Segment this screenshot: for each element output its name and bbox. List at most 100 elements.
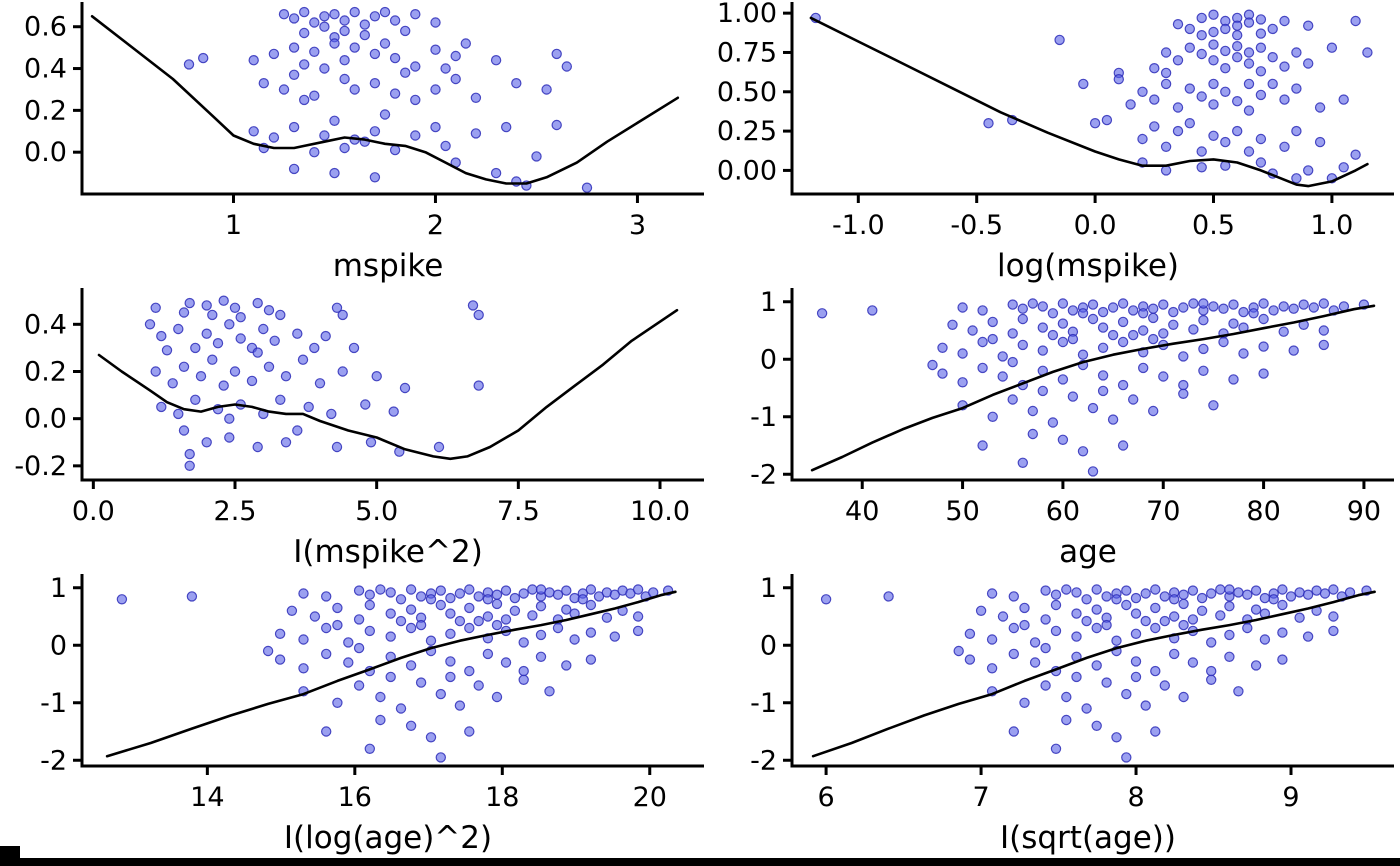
data-point xyxy=(937,368,948,379)
data-point xyxy=(1232,95,1243,107)
panel-age: 40 50 60 70 80 90 -2 -1 0 1 age xyxy=(710,286,1400,572)
data-point xyxy=(1150,726,1161,737)
data-point xyxy=(490,167,502,179)
data-point xyxy=(1081,615,1092,627)
data-point xyxy=(997,611,1009,622)
x-tick-label: 1 xyxy=(225,210,242,241)
data-point xyxy=(1196,12,1207,24)
data-point xyxy=(1208,55,1219,66)
data-point xyxy=(1318,325,1330,336)
y-tick-label: 1 xyxy=(50,573,67,604)
data-point xyxy=(1302,589,1314,600)
data-point xyxy=(1077,446,1089,457)
data-point xyxy=(1255,157,1267,168)
y-tick-label: -2 xyxy=(40,745,67,776)
data-point xyxy=(184,297,195,309)
data-point xyxy=(1091,584,1102,595)
data-point xyxy=(1258,368,1269,379)
data-point xyxy=(1149,62,1160,74)
data-point xyxy=(1279,141,1290,152)
data-point xyxy=(957,377,968,388)
data-point xyxy=(329,9,340,20)
data-point xyxy=(1037,385,1048,397)
data-point xyxy=(1130,592,1142,604)
data-point xyxy=(544,587,555,598)
data-point xyxy=(1061,691,1072,703)
data-point xyxy=(1350,149,1361,160)
data-point xyxy=(385,587,396,598)
data-point xyxy=(410,130,421,141)
panel-log-mspike: -1.0 -0.5 0.0 0.5 1.0 0.00 0.25 0.50 0.75 1.00 log… xyxy=(710,0,1400,286)
smooth-curve xyxy=(97,308,679,461)
data-point xyxy=(207,354,218,365)
data-point xyxy=(561,660,572,671)
data-point xyxy=(1078,78,1089,90)
data-point xyxy=(1255,42,1267,53)
data-point xyxy=(339,15,350,26)
data-point xyxy=(1278,301,1289,312)
data-point xyxy=(953,645,964,657)
data-point xyxy=(1057,434,1069,445)
data-point xyxy=(1158,371,1169,382)
data-point xyxy=(218,295,229,306)
data-point xyxy=(1178,589,1189,600)
data-point xyxy=(1243,47,1255,58)
data-point xyxy=(1138,308,1149,319)
x-tick-label: 80 xyxy=(1246,496,1280,527)
data-point xyxy=(309,146,320,158)
data-point xyxy=(1111,594,1122,605)
data-point xyxy=(1087,313,1099,325)
data-point xyxy=(1218,336,1229,348)
data-point xyxy=(1138,325,1149,336)
data-point xyxy=(332,602,343,614)
data-point xyxy=(178,361,190,373)
data-point xyxy=(1228,374,1239,385)
data-point xyxy=(1007,356,1018,368)
y-tick-label: 0.25 xyxy=(717,116,777,147)
data-point xyxy=(1255,133,1267,145)
data-point xyxy=(1029,657,1041,668)
y-tick-label: 1 xyxy=(760,573,777,604)
data-point xyxy=(632,625,644,637)
data-point xyxy=(186,591,198,602)
data-point xyxy=(1196,592,1208,604)
data-point xyxy=(977,336,988,348)
data-point xyxy=(964,628,976,640)
x-axis-title: mspike xyxy=(333,248,444,284)
data-point xyxy=(1117,379,1129,391)
data-point xyxy=(435,599,446,611)
data-point xyxy=(405,584,417,595)
data-point xyxy=(527,584,538,595)
data-point xyxy=(319,11,330,22)
data-point xyxy=(389,144,401,156)
data-point xyxy=(1178,302,1189,313)
data-point xyxy=(1243,78,1255,90)
data-point xyxy=(541,84,552,95)
panel-sqrt-age: 6 7 8 9 -2 -1 0 1 I(sqrt(age)) xyxy=(710,572,1400,858)
data-point xyxy=(1150,622,1161,634)
data-point xyxy=(353,614,365,625)
data-point xyxy=(379,38,391,49)
data-point xyxy=(299,59,310,70)
x-tick-label: 20 xyxy=(633,782,667,813)
data-point xyxy=(1087,299,1099,310)
data-point xyxy=(190,394,201,406)
data-point xyxy=(359,19,370,30)
data-point xyxy=(1097,342,1109,354)
x-axis-title: I(log(age)^2) xyxy=(284,820,492,856)
data-point xyxy=(445,671,456,683)
data-point xyxy=(329,115,340,127)
data-point xyxy=(309,46,320,58)
data-point xyxy=(1057,336,1069,348)
data-point xyxy=(1017,457,1028,468)
data-point xyxy=(535,584,547,595)
data-point xyxy=(299,94,310,106)
data-point xyxy=(1027,298,1038,309)
data-point xyxy=(1067,333,1079,345)
data-point xyxy=(1128,329,1139,341)
data-point xyxy=(329,38,340,49)
data-point xyxy=(552,622,564,634)
data-point xyxy=(464,622,475,634)
data-point xyxy=(1160,78,1172,90)
data-point xyxy=(235,312,246,323)
